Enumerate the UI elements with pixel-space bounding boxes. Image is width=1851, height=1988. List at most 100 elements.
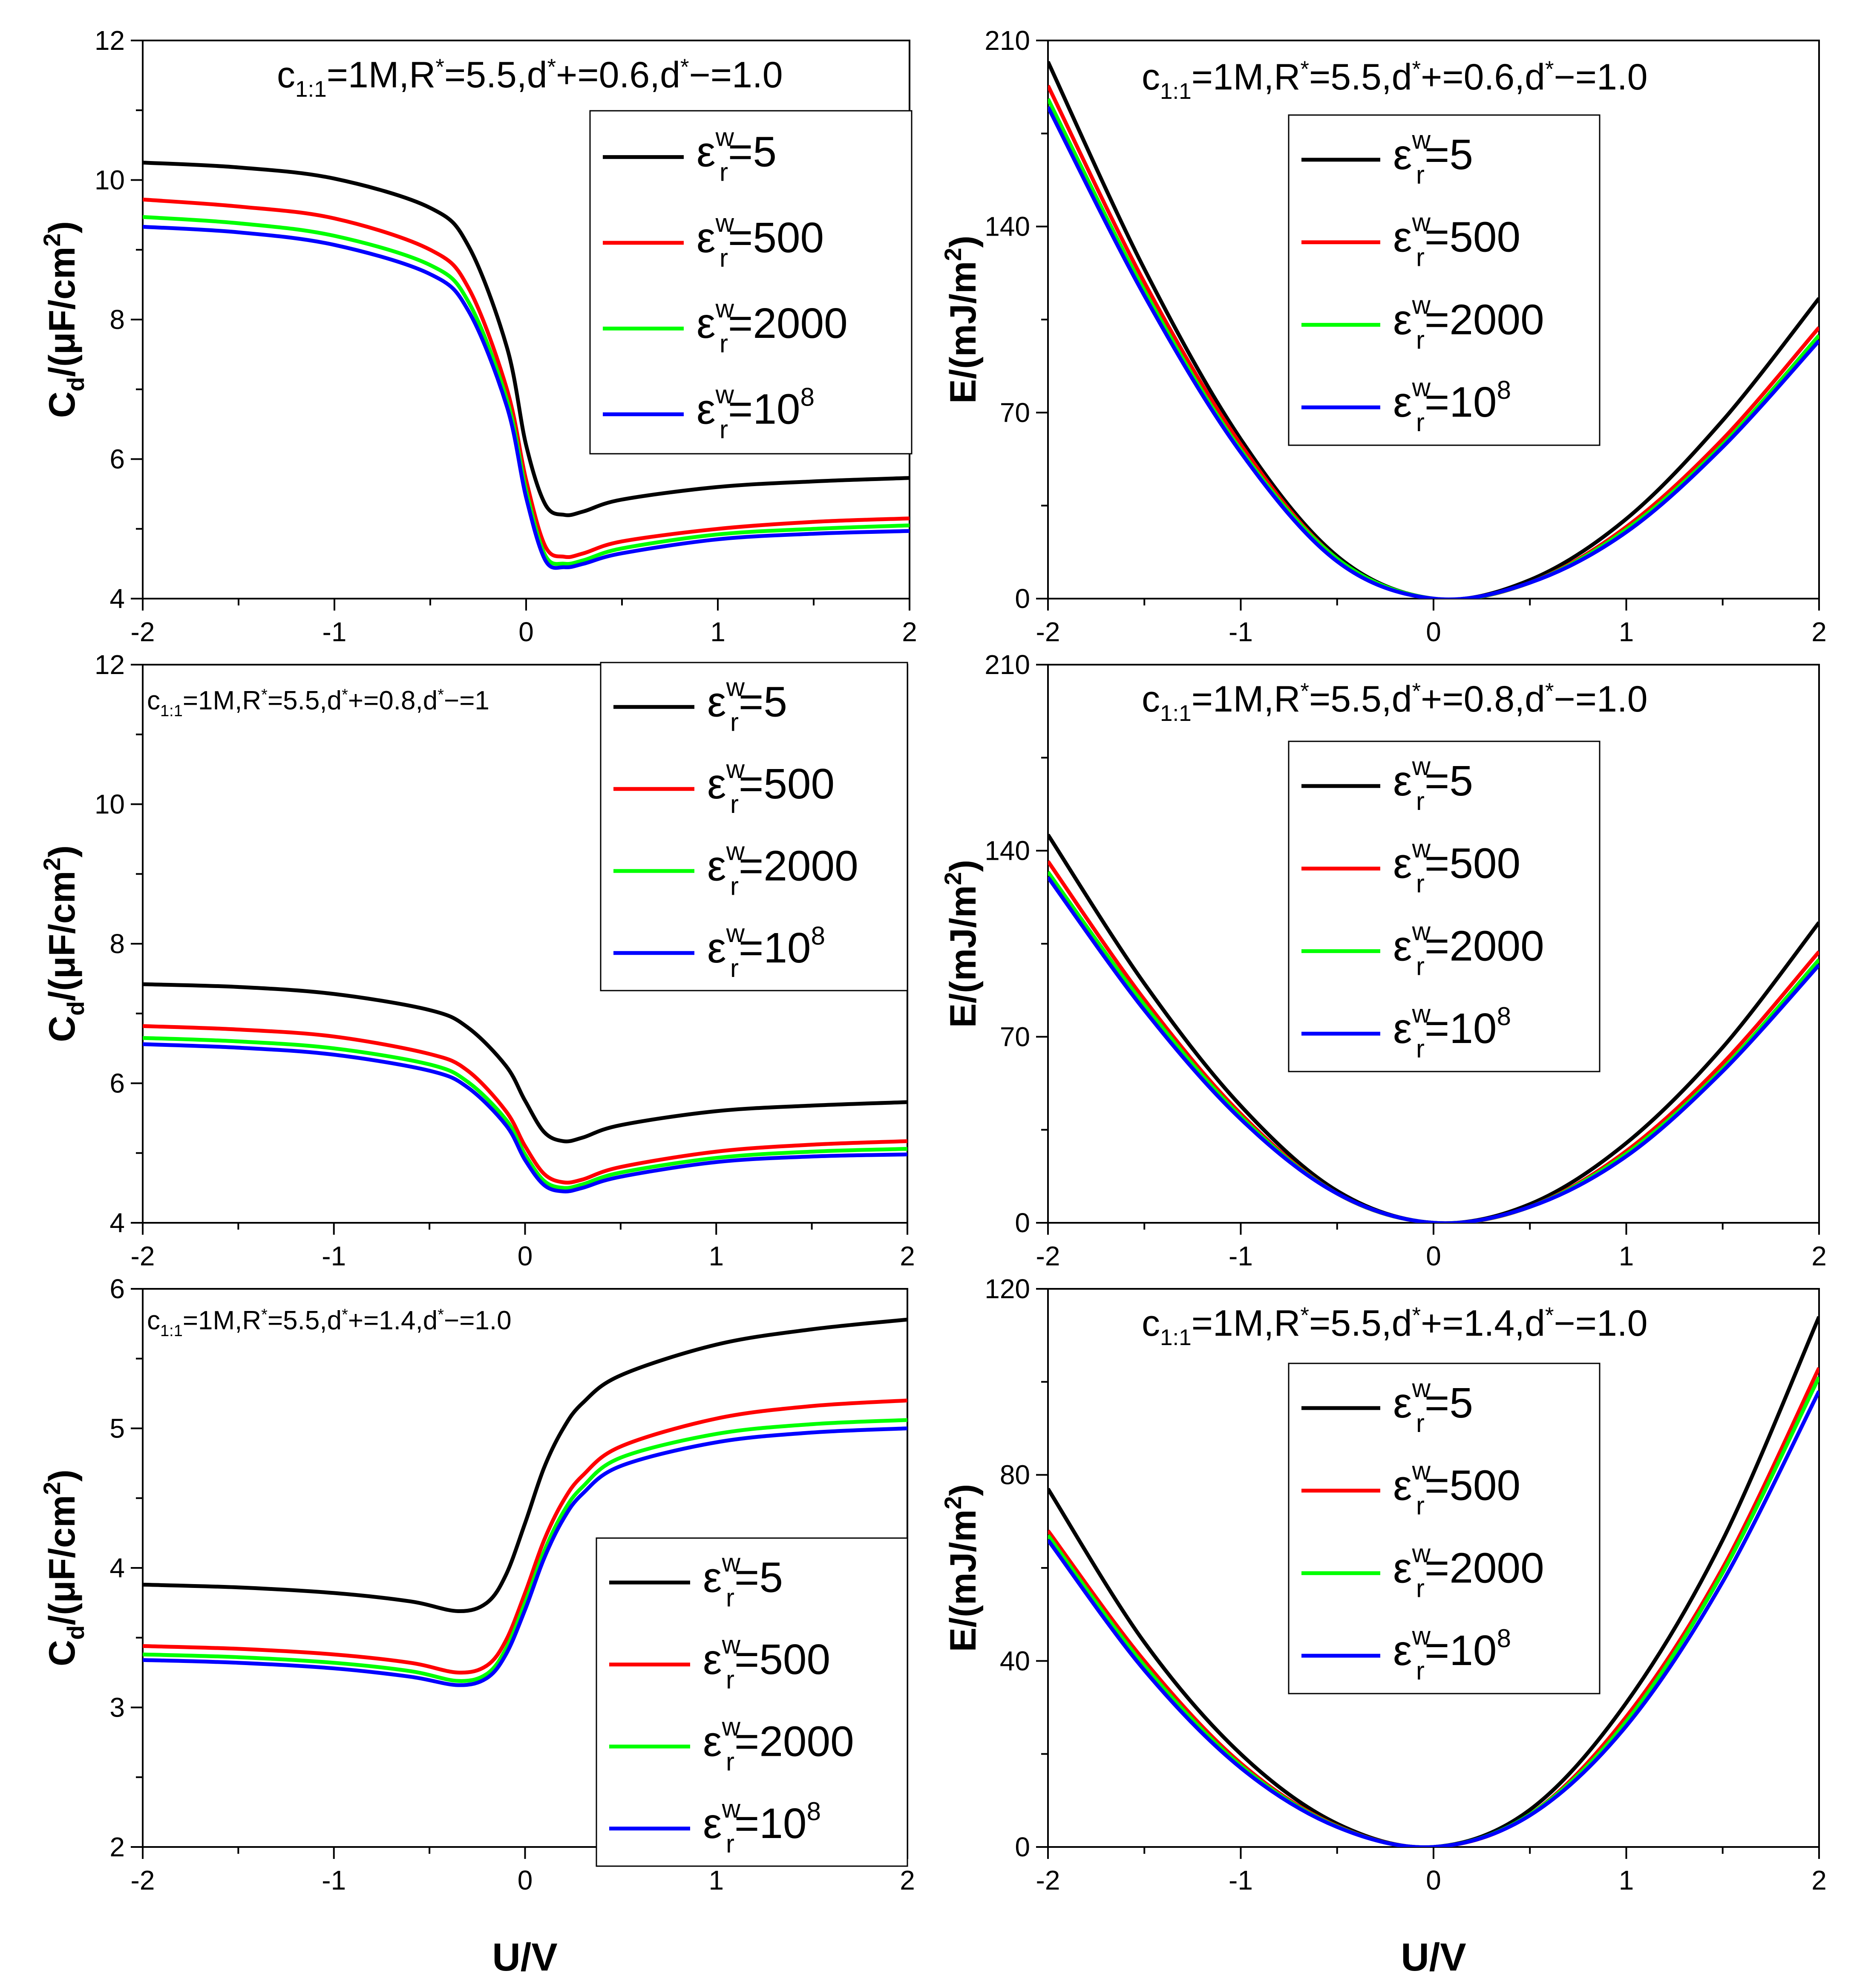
y-axis-label-main: E — [943, 1003, 984, 1028]
annotation-part: =5.5,d — [1309, 1303, 1412, 1344]
legend-label-1: εw r=500 — [1393, 835, 1520, 898]
annotation-part: −=1.0 — [689, 55, 783, 95]
annotation-star: * — [547, 55, 556, 80]
legend-value: =10 — [1425, 378, 1497, 426]
y-axis-label-unit: /(μF/cm — [42, 1495, 83, 1625]
legend-label-2: εw r=2000 — [1393, 1539, 1544, 1602]
y-axis-label-close: ) — [943, 1484, 984, 1496]
legend-sub: r — [1416, 1657, 1425, 1685]
annotation-part: =1M,R — [1192, 57, 1301, 98]
annotation-part: =1M,R — [183, 686, 261, 715]
legend-epsilon: ε — [1393, 757, 1412, 805]
y-tick-label: 6 — [109, 444, 125, 475]
legend-sup: w — [1412, 1622, 1431, 1650]
y-tick-label: 40 — [1000, 1645, 1030, 1676]
legend-value: =10 — [734, 1800, 807, 1847]
annotation-part: =1M,R — [1192, 679, 1301, 720]
x-tick-label: 1 — [1619, 1241, 1634, 1271]
legend-sup: w — [1412, 1539, 1431, 1567]
annotation-part: +=0.6,d — [1421, 57, 1545, 98]
legend-value: =10 — [728, 385, 800, 433]
legend-sup: w — [1412, 291, 1431, 319]
y-axis-label-unit: /(μF/cm — [42, 871, 83, 1001]
x-tick-label: 0 — [518, 617, 534, 647]
legend-exp: 8 — [1497, 376, 1511, 404]
series-line-5 — [143, 161, 910, 517]
x-tick-label: 0 — [518, 1241, 533, 1271]
legend-value: =10 — [1425, 1005, 1497, 1052]
legend-label-3: εw r=108 — [703, 1795, 821, 1858]
y-tick-label: 70 — [1000, 397, 1030, 428]
legend-label-0: εw r=5 — [1393, 752, 1473, 815]
series-group — [1048, 833, 1819, 1223]
y-tick-label: 10 — [95, 789, 125, 820]
legend-sup: w — [722, 1548, 741, 1577]
annotation-c-sub: 1:1 — [295, 77, 327, 102]
annotation-part: =5.5,d — [444, 55, 547, 95]
annotation-c-sub: 1:1 — [1160, 701, 1192, 726]
legend-label-0: εw r=5 — [697, 123, 777, 187]
series-group — [143, 161, 910, 570]
annotation-part: +=0.8,d — [1421, 679, 1545, 720]
legend-sup: w — [1412, 126, 1431, 154]
legend-sub: r — [1416, 408, 1425, 437]
panel-annotation: c1:1=1M,R*=5.5,d*+=0.6,d*−=1.0 — [277, 55, 783, 102]
legend-value: =500 — [734, 1636, 830, 1683]
x-tick-label: 1 — [1619, 617, 1634, 647]
annotation-part: =5.5,d — [268, 1306, 342, 1335]
legend-epsilon: ε — [703, 1553, 722, 1601]
legend-epsilon: ε — [1393, 1005, 1412, 1052]
legend-epsilon: ε — [1393, 131, 1412, 179]
annotation-part: +=0.6,d — [556, 55, 680, 95]
annotation-c-sub: 1:1 — [160, 702, 183, 720]
legend-label-3: εw r=108 — [1393, 373, 1511, 437]
y-tick-label: 12 — [95, 649, 125, 680]
panel-bottom-right: -2 -1 0 1 204080120E/(mJ/m2)c1:1=1M,R*=5.5,d… — [939, 1273, 1827, 1896]
legend-value: =500 — [728, 214, 824, 262]
legend-sup: w — [715, 380, 734, 409]
legend-exp: 8 — [1497, 1002, 1511, 1031]
y-axis-label: E/(mJ/m2) — [939, 1484, 984, 1652]
annotation-star: * — [680, 55, 689, 80]
annotation-part: =1M,R — [183, 1306, 261, 1335]
legend-sub: r — [1416, 787, 1425, 815]
y-tick-label: 0 — [1015, 583, 1030, 614]
y-axis-label-close: ) — [42, 221, 83, 233]
y-tick-label: 70 — [1000, 1021, 1030, 1052]
annotation-c-sub: 1:1 — [1160, 1325, 1192, 1350]
legend-sup: w — [726, 755, 745, 784]
panel-annotation: c1:1=1M,R*=5.5,d*+=0.8,d*−=1 — [147, 686, 489, 720]
legend-value: =5 — [1425, 757, 1473, 805]
legend-epsilon: ε — [1393, 1379, 1412, 1427]
y-axis-label-exp: 2 — [939, 1496, 966, 1509]
x-tick-label: 2 — [1811, 617, 1827, 647]
y-axis-label: E/(mJ/m2) — [939, 236, 984, 403]
legend-label-1: εw r=500 — [703, 1631, 830, 1694]
legend-label-3: εw r=108 — [707, 919, 825, 982]
y-axis-label: Cd/(μF/cm2) — [38, 845, 89, 1042]
x-tick-label: 1 — [1619, 1865, 1634, 1896]
legend-sub: r — [730, 708, 739, 736]
legend-box — [600, 662, 908, 991]
annotation-part: +=0.8,d — [348, 686, 438, 715]
legend-sup: w — [1412, 835, 1431, 863]
y-tick-label: 3 — [109, 1692, 125, 1723]
series-line-108 — [143, 1426, 907, 1687]
annotation-star: * — [1300, 679, 1309, 704]
legend-box — [1288, 740, 1601, 1072]
x-tick-label: 0 — [518, 1865, 533, 1896]
y-tick-label: 120 — [985, 1273, 1030, 1304]
y-tick-label: 0 — [1015, 1832, 1030, 1862]
legend-value: =2000 — [739, 842, 858, 890]
series-line-5 — [143, 982, 907, 1144]
legend-label-0: εw r=5 — [1393, 126, 1473, 189]
annotation-star: * — [1545, 679, 1554, 704]
x-tick-label: 2 — [900, 1865, 915, 1896]
legend-sub: r — [720, 329, 728, 358]
annotation-c: c — [1142, 1303, 1160, 1344]
legend-label-1: εw r=500 — [707, 755, 835, 818]
legend-value: =10 — [1425, 1627, 1497, 1674]
annotation-c: c — [1142, 57, 1160, 98]
y-axis-label-sub: d — [62, 377, 89, 392]
series-line-500 — [143, 1398, 907, 1675]
